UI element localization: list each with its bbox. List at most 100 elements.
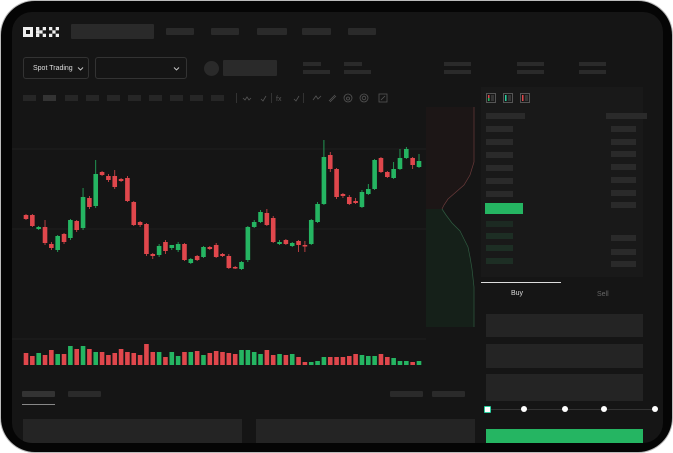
volume-bar — [106, 355, 111, 365]
orderbook-asks-icon[interactable] — [520, 93, 530, 103]
interval-button[interactable] — [211, 95, 224, 101]
candle-up — [68, 220, 73, 238]
nav-item[interactable] — [302, 28, 331, 35]
amount-slider[interactable] — [484, 404, 658, 416]
volume-bar — [385, 357, 390, 365]
candle-up — [201, 247, 206, 257]
orders-card — [256, 419, 475, 443]
active-tab-indicator — [481, 282, 561, 283]
candle-down — [353, 201, 358, 203]
formula-settings-icon[interactable] — [292, 93, 302, 103]
candle-down — [334, 169, 339, 197]
pair-select[interactable] — [95, 57, 187, 79]
candle-down — [118, 179, 124, 181]
slider-step[interactable] — [601, 406, 607, 412]
market-type-select[interactable]: Spot Trading — [23, 57, 89, 79]
candle-up — [372, 160, 377, 189]
ask-price — [486, 126, 513, 132]
volume-bar — [397, 361, 403, 365]
volume-bar — [156, 352, 162, 365]
nav-item[interactable] — [257, 28, 287, 35]
volume-bar — [353, 354, 358, 365]
stat-value — [517, 70, 544, 74]
candle-down — [194, 256, 200, 260]
nav-item[interactable] — [166, 28, 194, 35]
interval-button[interactable] — [43, 95, 56, 101]
nav-item[interactable] — [211, 28, 239, 35]
volume-bar — [163, 357, 168, 365]
svg-text:fx: fx — [276, 96, 282, 103]
ask-amount — [611, 164, 636, 170]
tab-open-orders[interactable] — [22, 391, 55, 397]
orderbook-both-icon[interactable] — [486, 93, 496, 103]
filter-button[interactable] — [432, 391, 465, 397]
candle-up — [277, 242, 282, 244]
volume-bar — [346, 356, 352, 365]
interval-button[interactable] — [170, 95, 183, 101]
candle-down — [346, 197, 352, 204]
volume-bar — [296, 357, 301, 365]
indicator-settings-icon[interactable] — [259, 93, 269, 103]
slider-step[interactable] — [521, 406, 527, 412]
market-type-label: Spot Trading — [33, 64, 73, 72]
candle-up — [169, 245, 175, 248]
candlestick-chart[interactable] — [12, 107, 482, 392]
indicator-icon[interactable] — [242, 93, 252, 103]
candle-down — [226, 256, 232, 268]
candle-down — [163, 242, 168, 251]
candle-down — [30, 215, 35, 226]
interval-button[interactable] — [107, 95, 120, 101]
interval-button[interactable] — [190, 95, 203, 101]
nav-item[interactable] — [348, 28, 376, 35]
toolbar-divider — [271, 93, 272, 103]
volume-bar — [308, 362, 314, 365]
candle-down — [340, 194, 346, 196]
interval-button[interactable] — [86, 95, 99, 101]
sell-tab[interactable]: Sell — [597, 291, 609, 298]
total-input[interactable] — [486, 374, 643, 401]
filter-button[interactable] — [390, 391, 423, 397]
tab-order-history[interactable] — [68, 391, 101, 397]
settings-icon[interactable] — [359, 93, 369, 103]
candle-down — [99, 172, 105, 175]
candle-up — [308, 220, 314, 244]
candle-up — [251, 222, 257, 227]
candle-down — [283, 240, 289, 244]
volume-bar — [207, 353, 213, 365]
ask-amount — [611, 202, 636, 208]
volume-bar — [112, 353, 118, 365]
buy-submit-button[interactable] — [486, 429, 643, 443]
active-tab-indicator — [22, 404, 55, 405]
volume-bar — [61, 354, 67, 365]
amount-input[interactable] — [486, 344, 643, 368]
buy-tab[interactable]: Buy — [511, 290, 524, 297]
interval-button[interactable] — [149, 95, 162, 101]
candle-down — [378, 158, 384, 172]
slider-handle[interactable] — [484, 406, 491, 413]
okx-logo[interactable] — [23, 25, 59, 43]
volume-bar — [378, 354, 384, 365]
candle-down — [106, 176, 111, 180]
pen-icon[interactable] — [327, 93, 337, 103]
interval-button[interactable] — [65, 95, 78, 101]
candle-down — [302, 245, 308, 247]
search-bar[interactable] — [71, 24, 154, 39]
line-icon[interactable] — [312, 93, 322, 103]
slider-step[interactable] — [562, 406, 568, 412]
orderbook-bids-icon[interactable] — [503, 93, 513, 103]
price-input[interactable] — [486, 314, 643, 337]
candle-up — [416, 161, 422, 167]
candle-down — [232, 267, 238, 269]
camera-icon[interactable] — [343, 93, 353, 103]
formula-icon[interactable]: fx — [275, 93, 285, 103]
interval-button[interactable] — [128, 95, 141, 101]
volume-bar — [245, 350, 251, 365]
chevron-down-icon — [77, 66, 84, 71]
slider-step[interactable] — [652, 406, 658, 412]
candle-up — [175, 244, 181, 250]
stat-value — [579, 70, 606, 74]
interval-button[interactable] — [23, 95, 36, 101]
candle-down — [137, 222, 143, 225]
fullscreen-icon[interactable] — [378, 93, 388, 103]
